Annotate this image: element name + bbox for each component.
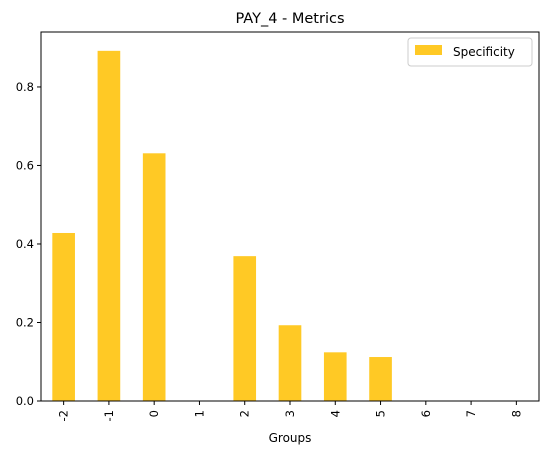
y-tick-label: 0.8 bbox=[16, 80, 34, 94]
y-tick-label: 0.0 bbox=[16, 394, 34, 408]
x-tick-label: 4 bbox=[328, 410, 342, 417]
bar-0 bbox=[142, 153, 166, 401]
legend: Specificity bbox=[407, 37, 533, 67]
y-axis: 0.0 0.2 0.4 0.6 0.8 bbox=[16, 80, 41, 408]
x-tick-label: 5 bbox=[374, 410, 388, 417]
x-tick-label: 2 bbox=[238, 410, 252, 417]
x-tick-label: 7 bbox=[464, 410, 478, 417]
x-tick-label: 3 bbox=[283, 410, 297, 417]
chart-title: PAY_4 - Metrics bbox=[235, 11, 344, 27]
x-tick-label: 0 bbox=[147, 410, 161, 417]
bar-5 bbox=[369, 357, 392, 401]
bar-3 bbox=[278, 325, 302, 401]
y-tick-label: 0.6 bbox=[16, 158, 34, 172]
y-tick-label: 0.4 bbox=[16, 237, 34, 251]
x-axis: -2 -1 0 1 2 3 4 5 6 7 8 bbox=[57, 401, 523, 421]
legend-swatch bbox=[415, 45, 442, 55]
x-tick-label: 1 bbox=[192, 410, 206, 417]
x-axis-label: Groups bbox=[269, 431, 312, 445]
bar--2 bbox=[52, 232, 75, 401]
bar-4 bbox=[323, 352, 347, 401]
y-tick-label: 0.2 bbox=[16, 315, 34, 329]
x-tick-label: -1 bbox=[102, 410, 116, 421]
bars-group bbox=[52, 50, 392, 402]
bar--1 bbox=[97, 50, 121, 402]
x-tick-label: 6 bbox=[419, 410, 433, 417]
bar-2 bbox=[233, 256, 257, 401]
x-tick-label: -2 bbox=[57, 410, 71, 421]
legend-label-specificity: Specificity bbox=[453, 45, 515, 59]
x-tick-label: 8 bbox=[509, 410, 523, 417]
